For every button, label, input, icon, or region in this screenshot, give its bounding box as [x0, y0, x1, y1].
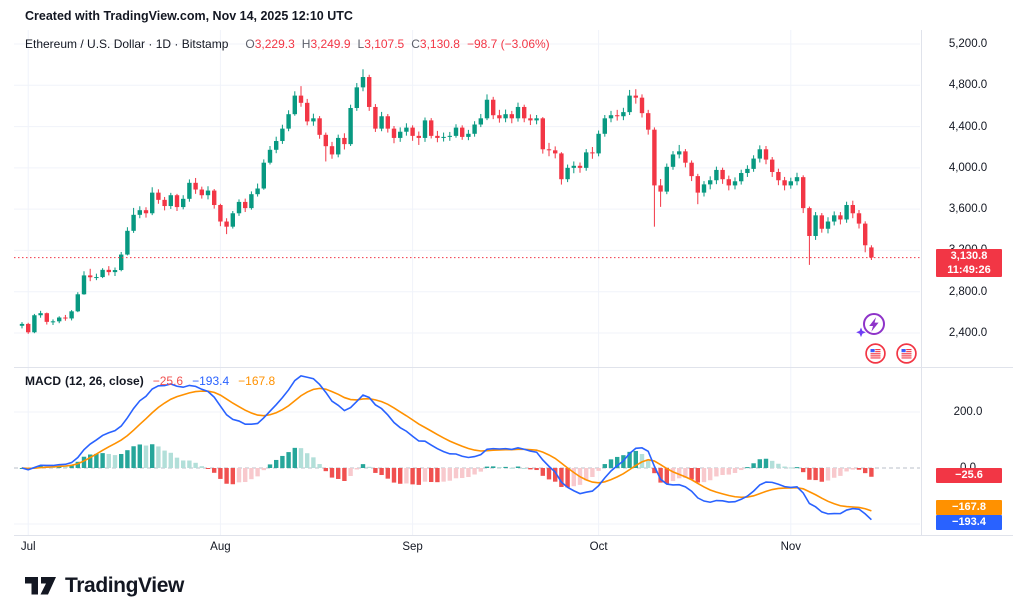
last-price: 3,130.8 [950, 249, 988, 262]
sparkle-glyph [856, 327, 866, 338]
price-tick: 4,400.0 [948, 120, 988, 133]
bar-countdown: 11:49:26 [947, 263, 991, 276]
lightning-bolt-glyph [869, 317, 879, 332]
close-key: C [411, 37, 420, 51]
macd-title: MACD [25, 374, 61, 388]
pane-separator[interactable] [14, 367, 1013, 368]
macd-legend[interactable]: MACD (12, 26, close) −25.6 −193.4 −167.8 [25, 374, 275, 388]
change-value: −98.7 (−3.06%) [466, 37, 550, 51]
chart-area: Ethereum / U.S. Dollar · 1D · Bitstamp O3… [0, 30, 1024, 562]
attribution-text: Created with TradingView.com, Nov 14, 20… [25, 9, 353, 23]
macd-hist-value: −25.6 [152, 374, 184, 388]
price-tick: 4,000.0 [948, 161, 988, 174]
tradingview-logo-mark [25, 576, 56, 594]
low-key: L [357, 37, 365, 51]
time-tick-jul: Jul [20, 541, 36, 553]
tradingview-logo[interactable]: TradingView [25, 574, 184, 598]
last-price-label: 3,130.8 11:49:26 [936, 248, 1002, 277]
high-key: H [301, 37, 311, 51]
us-flag-event-icon-1[interactable] [864, 342, 887, 365]
macd-line-axis-label: −193.4 [936, 515, 1002, 531]
price-tick: 4,800.0 [948, 79, 988, 92]
open-key: O [245, 37, 255, 51]
macd-line-value: −193.4 [192, 374, 230, 388]
footer: TradingView [0, 560, 1024, 612]
price-tick: 3,600.0 [948, 203, 988, 216]
open-value: 3,229.3 [254, 37, 295, 51]
price-scale[interactable]: 0.0200.02,400.02,800.03,200.03,600.04,00… [921, 30, 1014, 535]
symbol-title[interactable]: Ethereum / U.S. Dollar · 1D · Bitstamp [25, 37, 229, 51]
time-tick-sep: Sep [402, 541, 423, 553]
macd-params: (12, 26, close) [65, 374, 144, 388]
macd-signal-value: −167.8 [238, 374, 276, 388]
time-scale[interactable]: Jul Aug Sep Oct Nov [14, 535, 1013, 562]
high-value: 3,249.9 [310, 37, 351, 51]
macd-scale-tick: 200.0 [953, 406, 983, 418]
price-tick: 2,800.0 [948, 285, 988, 298]
time-tick-nov: Nov [780, 541, 802, 553]
low-value: 3,107.5 [364, 37, 405, 51]
macd-signal-axis-label: −167.8 [936, 500, 1002, 516]
close-value: 3,130.8 [419, 37, 460, 51]
lightning-event-icon[interactable] [854, 311, 888, 343]
price-tick: 5,200.0 [948, 38, 988, 50]
tradingview-wordmark: TradingView [65, 574, 184, 597]
symbol-legend[interactable]: Ethereum / U.S. Dollar · 1D · Bitstamp O3… [25, 37, 550, 51]
time-tick-aug: Aug [210, 541, 231, 553]
time-tick-oct: Oct [589, 541, 608, 553]
macd-hist-axis-label: −25.6 [936, 468, 1002, 484]
price-tick: 2,400.0 [948, 327, 988, 339]
us-flag-event-icon-2[interactable] [895, 342, 918, 365]
